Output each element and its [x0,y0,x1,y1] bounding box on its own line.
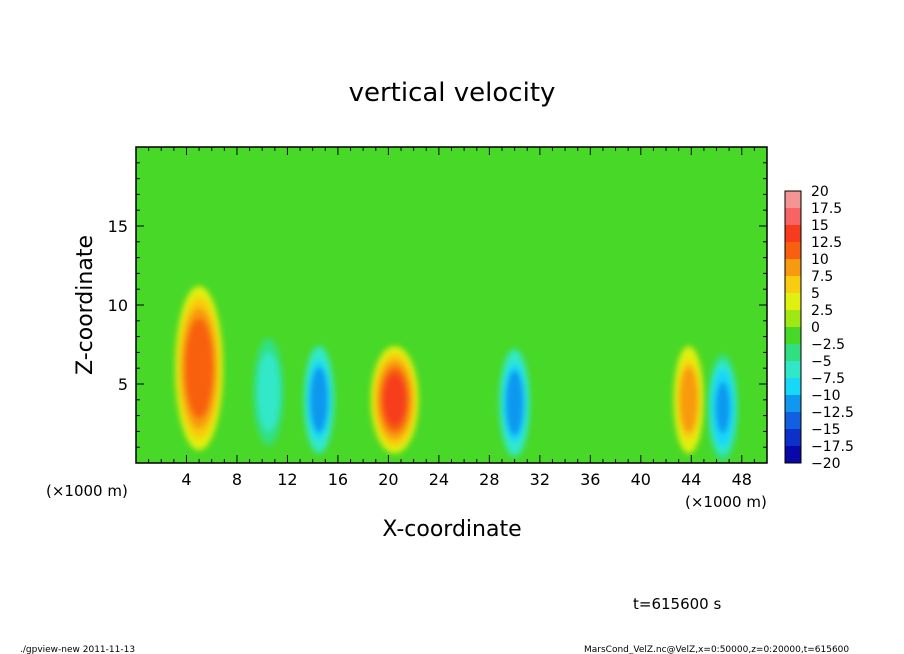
colorbar-label: 17.5 [811,201,842,217]
velocity-contour [715,381,731,434]
colorbar-label: −10 [811,388,841,404]
colorbar-band [785,361,801,379]
x-tick-label: 8 [232,470,242,489]
colorbar-band [785,208,801,226]
colorbar-label: 15 [811,218,829,234]
velocity-cell [175,286,224,451]
x-tick-label: 12 [277,470,297,489]
y-tick-label: 15 [108,217,128,236]
colorbar-label: 10 [811,252,829,268]
colorbar-band [785,191,801,209]
colorbar-label: −17.5 [811,439,854,455]
x-axis-label: X-coordinate [382,517,521,542]
colorbar-band [785,310,801,328]
x-unit-left: (×1000 m) [46,482,128,500]
source-label: MarsCond_VelZ.nc@VelZ,x=0:50000,z=0:2000… [584,645,849,654]
x-tick-label: 44 [681,470,701,489]
y-tick-label: 10 [108,296,128,315]
chart-title: vertical velocity [349,78,556,108]
colorbar-band [785,259,801,277]
colorbar-label: 7.5 [811,269,833,285]
colorbar-band [785,293,801,311]
x-tick-label: 24 [429,470,449,489]
velocity-contour [681,374,697,426]
colorbar-label: 0 [811,320,820,336]
colorbar-band [785,242,801,260]
colorbar-band [785,446,801,464]
colorbar-band [785,225,801,243]
colorbar-label: −12.5 [811,405,854,421]
velocity-cell [499,349,530,457]
velocity-contour [507,377,522,429]
velocity-contour [187,328,211,408]
velocity-cell [673,346,704,454]
x-tick-label: 48 [732,470,752,489]
colorbar-label: −7.5 [811,371,845,387]
velocity-cell [303,346,335,454]
x-unit-right: (×1000 m) [685,493,767,511]
colorbar-label: −5 [811,354,832,370]
colorbar-label: 20 [811,184,829,200]
colorbar-label: −15 [811,422,841,438]
x-tick-label: 40 [631,470,651,489]
y-tick-label: 5 [118,375,128,394]
velocity-contour [311,374,327,426]
x-tick-label: 28 [479,470,499,489]
x-tick-label: 36 [580,470,600,489]
velocity-contour [261,366,276,418]
colorbar-label: −2.5 [811,337,845,353]
colorbar-band [785,412,801,430]
colorbar-label: 5 [811,286,820,302]
program-label: ./gpview-new 2011-11-13 [20,645,135,654]
plot-background [136,147,767,463]
y-axis-label: Z-coordinate [73,235,98,375]
colorbar-label: 12.5 [811,235,842,251]
velocity-cell [253,338,284,446]
x-tick-label: 4 [181,470,191,489]
x-tick-label: 32 [530,470,550,489]
x-tick-label: 16 [328,470,348,489]
colorbar-band [785,429,801,447]
colorbar-label: −20 [811,456,841,472]
colorbar-band [785,327,801,345]
velocity-field [175,286,738,462]
colorbar-band [785,276,801,294]
colorbar-band [785,378,801,396]
velocity-cell [707,353,738,462]
colorbar-band [785,395,801,413]
x-tick-label: 20 [378,470,398,489]
time-label: t=615600 s [633,595,721,613]
y-axis-ticks: 5 10 15 [108,162,767,448]
colorbar: 2017.51512.5107.552.50−2.5−5−7.5−10−12.5… [784,184,854,472]
velocity-cell [370,346,419,454]
velocity-contour [383,374,407,426]
colorbar-label: 2.5 [811,303,833,319]
x-axis-ticks: 4 8 12 16 20 24 28 32 36 40 44 48 [148,147,755,489]
colorbar-frame [784,190,802,464]
colorbar-band [785,344,801,362]
